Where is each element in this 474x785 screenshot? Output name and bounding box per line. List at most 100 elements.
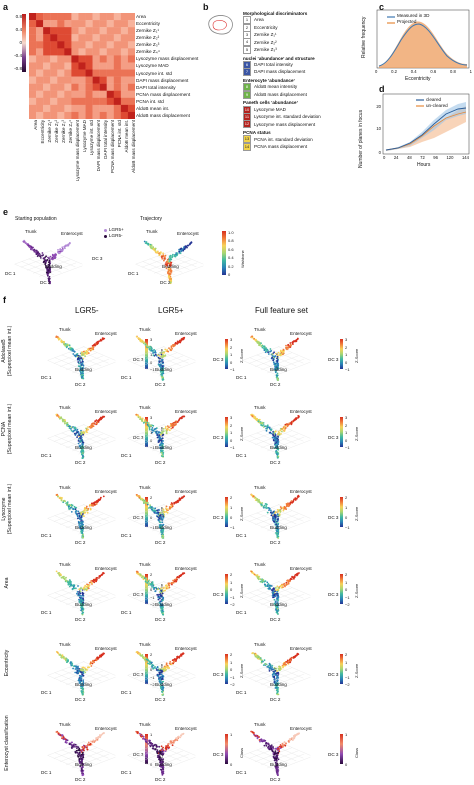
- grid-line: [158, 597, 196, 612]
- heatmap-row-label: Zernike Z₄⁴: [136, 49, 160, 55]
- cbar-tick: −1: [345, 445, 350, 450]
- data-point: [75, 668, 78, 670]
- enterocyst-label: Enterocyst: [175, 726, 197, 731]
- data-point: [158, 515, 161, 517]
- data-point: [57, 652, 60, 655]
- data-point: [86, 746, 88, 749]
- data-point: [62, 738, 65, 741]
- data-point: [58, 337, 61, 340]
- heatmap-cell: [99, 34, 107, 42]
- data-point: [270, 432, 273, 435]
- data-point: [168, 275, 171, 278]
- data-point: [160, 529, 162, 532]
- data-point: [292, 657, 295, 659]
- dc1-label: DC 1: [41, 375, 52, 380]
- legend-uncleared: un-cleared: [426, 103, 448, 108]
- grid-line: [68, 666, 102, 682]
- heatmap-cell: [64, 41, 72, 49]
- feature-tree-plot: [242, 335, 311, 381]
- data-point: [142, 578, 145, 581]
- feature-tree-plot: [47, 730, 116, 777]
- data-point: [165, 507, 167, 510]
- feature-label: PCNA mass displacement: [254, 143, 308, 149]
- grid-line: [152, 516, 190, 532]
- data-point: [171, 744, 174, 747]
- data-point: [143, 240, 146, 243]
- data-point: [82, 377, 85, 380]
- data-point: [162, 758, 164, 761]
- data-point: [156, 756, 159, 758]
- heatmap-row-label: Zernike Z₂²: [136, 35, 160, 41]
- data-point: [277, 690, 279, 693]
- zscore-colorbar: [340, 654, 343, 684]
- heatmap-cell: [113, 62, 122, 70]
- data-point: [161, 761, 163, 764]
- data-point: [80, 361, 82, 364]
- data-point: [59, 496, 61, 499]
- trunk-label: Trunk: [139, 562, 151, 567]
- data-point: [75, 587, 77, 590]
- data-point: [265, 742, 267, 744]
- data-point: [279, 744, 282, 746]
- data-point: [279, 669, 281, 672]
- data-point: [160, 758, 162, 760]
- data-point: [158, 521, 161, 524]
- data-point: [172, 741, 175, 744]
- data-point: [277, 671, 280, 674]
- data-point: [275, 525, 278, 528]
- grid-line: [127, 581, 165, 596]
- data-point: [159, 431, 161, 434]
- data-point: [79, 762, 81, 765]
- feature-item: 13 PCNA int. standard deviation: [243, 135, 368, 144]
- data-point: [273, 588, 276, 590]
- data-point: [175, 253, 177, 256]
- data-point: [154, 249, 156, 252]
- heatmap-cell: [36, 41, 44, 49]
- data-point: [76, 745, 78, 748]
- budding-label: Budding: [75, 525, 92, 530]
- data-point: [168, 347, 170, 349]
- data-point: [167, 743, 169, 745]
- data-point: [80, 451, 83, 454]
- data-point: [89, 662, 92, 665]
- data-point: [277, 439, 280, 441]
- dc3-label: DC 3: [133, 515, 144, 520]
- trunk-label: Trunk: [254, 405, 266, 410]
- enterocyst-label: Enterocyst: [95, 646, 117, 651]
- data-point: [101, 574, 103, 576]
- cbar-tick: 2: [230, 422, 233, 428]
- data-point: [269, 746, 272, 749]
- data-point: [265, 505, 268, 507]
- data-point: [69, 346, 71, 349]
- data-point: [148, 428, 151, 431]
- row-label: AldolaseB (Superpixel mean int.): [1, 325, 13, 377]
- data-point: [95, 419, 98, 421]
- grid-line: [127, 424, 165, 439]
- data-point: [277, 455, 280, 458]
- heatmap-row-label: Lysozyme int. std: [136, 70, 173, 76]
- heatmap-cell: [57, 41, 65, 49]
- cbar-tick: 3: [345, 415, 348, 420]
- data-point: [81, 367, 83, 370]
- data-point: [137, 572, 140, 575]
- cbar-tick: 2: [230, 572, 233, 577]
- data-point: [269, 666, 272, 669]
- data-point: [157, 511, 159, 514]
- data-point: [66, 661, 68, 664]
- data-point: [297, 653, 300, 655]
- data-point: [48, 279, 50, 281]
- data-point: [139, 339, 142, 341]
- budding-label: Budding: [155, 682, 172, 687]
- grid-line: [59, 430, 97, 445]
- data-point: [145, 577, 148, 580]
- data-point: [72, 430, 75, 433]
- dc2-label: DC 2: [155, 540, 166, 545]
- data-point: [181, 415, 184, 418]
- dc1-label: DC 1: [121, 375, 132, 380]
- data-point: [180, 338, 183, 340]
- col-header-lgr5-pos: LGR5+: [158, 306, 184, 315]
- data-point: [162, 440, 164, 442]
- data-point: [93, 579, 96, 582]
- data-point: [81, 754, 84, 757]
- grid-line: [242, 741, 280, 756]
